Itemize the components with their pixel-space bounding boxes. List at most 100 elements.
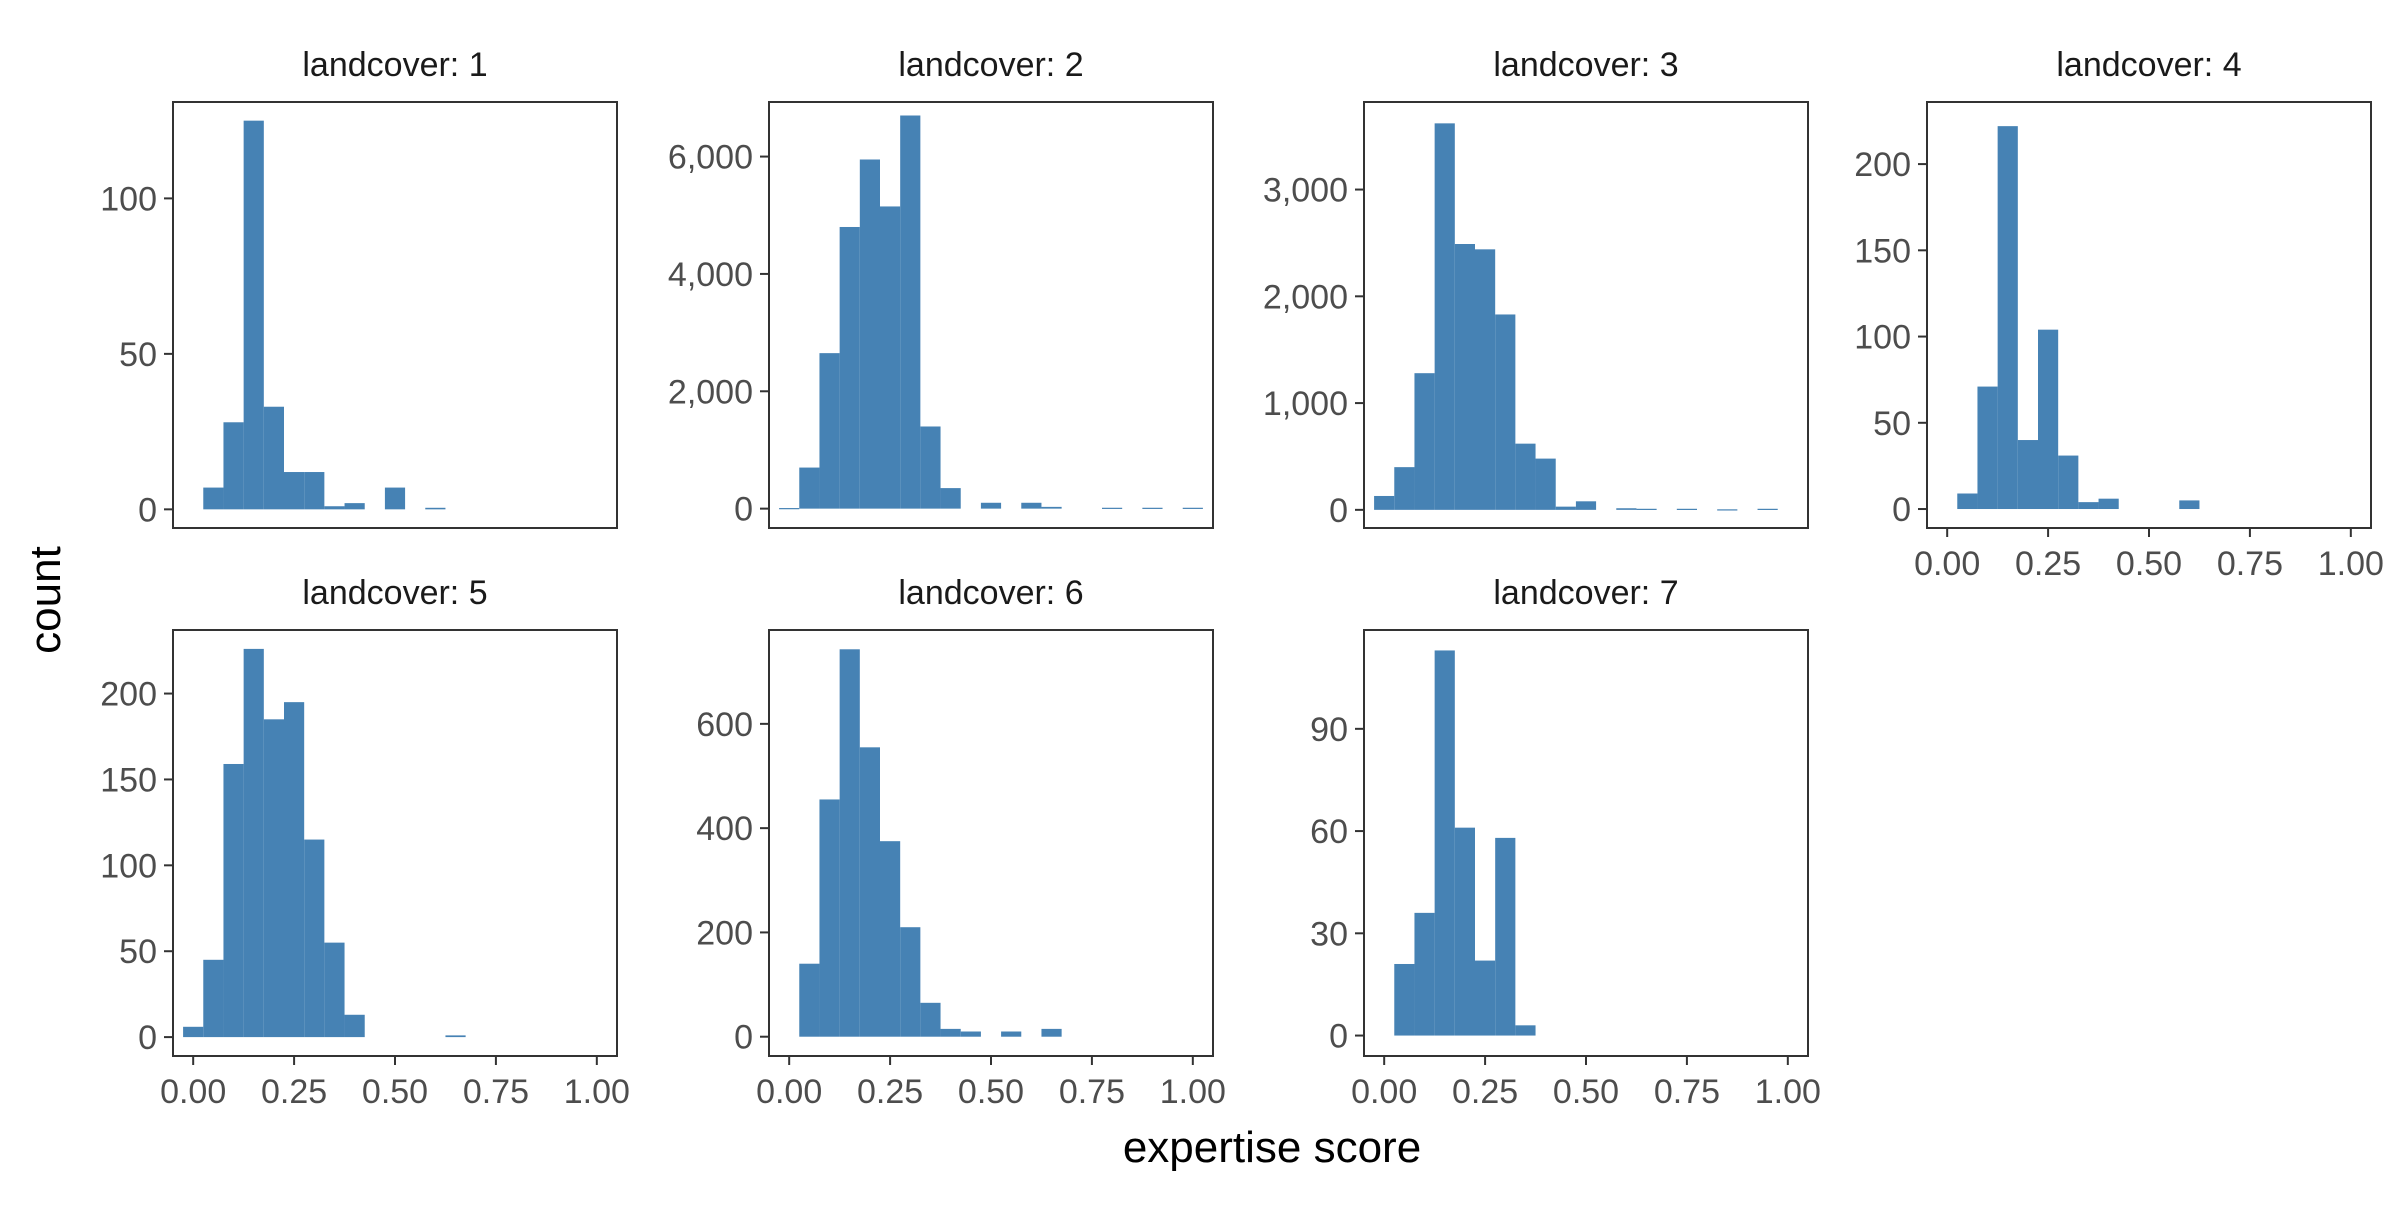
histogram-bar: [1977, 386, 1998, 510]
y-tick-label: 200: [1854, 146, 1911, 184]
histogram-bar: [284, 472, 305, 510]
facets-layer: landcover: 1 0 50 100 landcover: 2 0 2,000 4,00…: [100, 46, 2384, 1111]
histogram-bar: [1414, 912, 1435, 1036]
histogram-bar: [1717, 509, 1738, 511]
facet-panel-6: landcover: 6 0 200 400 600 0.00 0.25 0.50 0.75 1.…: [696, 574, 1226, 1111]
histogram-bar: [1515, 1025, 1536, 1036]
histogram-bar: [1394, 963, 1415, 1036]
histogram-bar: [1475, 960, 1496, 1036]
histogram-bar: [799, 467, 820, 509]
histogram-bar: [284, 702, 305, 1038]
histogram-bar: [263, 406, 284, 510]
histogram-bar: [839, 226, 860, 509]
histogram-bar: [1676, 508, 1697, 510]
histogram-bar: [1997, 126, 2018, 510]
histogram-bar: [1636, 508, 1657, 510]
x-tick-label: 0.75: [1654, 1073, 1720, 1111]
histogram-bar: [1957, 493, 1978, 510]
histogram-bar: [960, 1031, 981, 1037]
histogram-bar: [243, 120, 264, 510]
x-tick-label: 0.00: [160, 1073, 226, 1111]
x-tick-label: 0.50: [362, 1073, 428, 1111]
x-tick-label: 1.00: [1160, 1073, 1226, 1111]
x-tick-label: 0.25: [857, 1073, 923, 1111]
facet-title: landcover: 5: [302, 574, 487, 612]
y-tick-label: 1,000: [1263, 385, 1348, 423]
histogram-bar: [900, 927, 921, 1037]
histogram-bar: [1454, 827, 1475, 1036]
facet-panel-4: landcover: 4 0 50 100 150 200 0.00 0.25 0.50 0.75…: [1854, 46, 2384, 583]
x-tick-label: 0.25: [261, 1073, 327, 1111]
y-tick-label: 60: [1310, 813, 1348, 851]
y-tick-label: 0: [734, 491, 753, 529]
x-tick-label: 0.50: [2116, 545, 2182, 583]
x-tick-label: 0.75: [2217, 545, 2283, 583]
histogram-bar: [183, 1026, 204, 1038]
y-tick-label: 4,000: [668, 256, 753, 294]
histogram-bar: [1434, 650, 1455, 1036]
histogram-bar: [1182, 507, 1203, 509]
x-tick-label: 0.00: [1351, 1073, 1417, 1111]
facet-title: landcover: 7: [1493, 574, 1678, 612]
histogram-bar: [1555, 506, 1576, 510]
y-tick-label: 6,000: [668, 139, 753, 177]
histogram-bar: [779, 508, 800, 510]
histogram-bar: [2179, 500, 2200, 510]
histogram-bar: [1021, 502, 1042, 509]
y-tick-label: 2,000: [1263, 278, 1348, 316]
x-tick-label: 1.00: [1755, 1073, 1821, 1111]
histogram-bar: [2058, 455, 2079, 510]
histogram-bar: [1454, 244, 1475, 510]
y-tick-label: 100: [1854, 319, 1911, 357]
histogram-bar: [980, 502, 1002, 509]
histogram-bar: [304, 839, 325, 1038]
panel-border: [1363, 101, 1809, 529]
panel-border: [768, 101, 1214, 529]
y-tick-label: 30: [1310, 915, 1348, 953]
histogram-bar: [2078, 502, 2099, 510]
histogram-bar: [324, 942, 345, 1038]
histogram-bar: [324, 506, 345, 510]
y-tick-label: 0: [734, 1019, 753, 1057]
histogram-bar: [2098, 498, 2119, 510]
x-tick-label: 1.00: [2318, 545, 2384, 583]
histogram-bar: [1515, 443, 1536, 510]
y-axis-title: count: [21, 546, 70, 654]
histogram-bar: [859, 159, 880, 509]
y-tick-label: 100: [100, 180, 157, 218]
y-tick-label: 200: [100, 676, 157, 714]
histogram-bar: [1495, 837, 1516, 1036]
x-tick-label: 0.25: [1452, 1073, 1518, 1111]
histogram-bar: [1001, 1031, 1022, 1037]
y-tick-label: 0: [138, 1019, 157, 1057]
histogram-bar: [920, 426, 941, 509]
histogram-bar: [223, 763, 244, 1038]
histogram-bar: [1142, 507, 1163, 509]
y-tick-label: 50: [119, 336, 157, 374]
histogram-bar: [880, 206, 901, 509]
histogram-bar: [445, 1035, 466, 1038]
histogram-bar: [819, 799, 840, 1037]
facet-panel-1: landcover: 1 0 50 100: [100, 46, 618, 529]
y-tick-label: 50: [1873, 405, 1911, 443]
x-tick-label: 0.00: [756, 1073, 822, 1111]
histogram-bar: [839, 649, 860, 1037]
y-tick-label: 0: [138, 491, 157, 529]
histogram-bar: [1414, 373, 1435, 510]
histogram-bar: [799, 963, 820, 1037]
histogram-bar: [203, 487, 224, 510]
panel-border: [172, 101, 618, 529]
histogram-bar: [819, 353, 840, 509]
facet-panel-7: landcover: 7 0 30 60 90 0.00 0.25 0.50 0.75 1.00: [1310, 574, 1821, 1111]
histogram-bar: [1475, 249, 1496, 510]
y-tick-label: 90: [1310, 711, 1348, 749]
y-tick-label: 2,000: [668, 373, 753, 411]
facet-panel-3: landcover: 3 0 1,000 2,000 3,000: [1263, 46, 1809, 530]
histogram-bar: [344, 1014, 365, 1038]
y-tick-label: 600: [696, 706, 753, 744]
histogram-bar: [920, 1002, 941, 1037]
histogram-bar: [243, 648, 264, 1038]
facet-title: landcover: 3: [1493, 46, 1678, 84]
histogram-bar: [304, 472, 325, 510]
